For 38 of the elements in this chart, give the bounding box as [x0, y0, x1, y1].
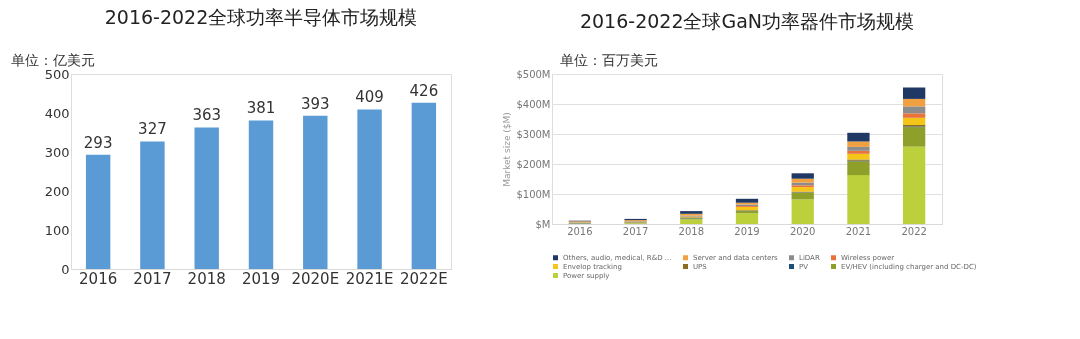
x-tick-label: 2019	[241, 269, 281, 288]
y-tick-label: 300	[44, 144, 70, 160]
data-label: 363	[192, 106, 222, 125]
x-tick-label: 2018	[187, 269, 226, 288]
y-tick-label: 400	[44, 105, 70, 121]
y-tick-label: 500	[44, 66, 70, 82]
y-tick-label: 100	[44, 222, 70, 238]
y-tick-label: $M	[535, 218, 551, 230]
x-tick-label: 2017	[133, 269, 172, 288]
x-tick-label: 2018	[678, 225, 705, 237]
data-label: 381	[246, 99, 276, 118]
x-tick-label: 2016	[79, 269, 118, 288]
y-axis-title: Market size ($M)	[502, 112, 513, 187]
x-tick-label: 2022E	[400, 269, 448, 288]
x-tick-label: 2016	[567, 225, 593, 237]
x-tick-label: 2017	[622, 225, 649, 237]
y-tick-label: 0	[61, 261, 70, 277]
data-label: 409	[355, 88, 384, 107]
x-tick-label: 2020	[789, 225, 816, 237]
chart-title: 2016-2022全球GaN功率器件市场规模	[579, 10, 915, 32]
data-label: 293	[83, 133, 113, 152]
y-tick-label: $100M	[516, 188, 551, 200]
y-tick-label: $300M	[516, 128, 551, 140]
y-tick-label: $500M	[516, 68, 551, 80]
y-tick-label: 200	[44, 183, 70, 199]
data-label: 393	[300, 94, 330, 113]
x-tick-label: 2022	[901, 225, 927, 237]
y-tick-label: $200M	[516, 158, 551, 170]
x-tick-label: 2020E	[291, 269, 340, 288]
x-tick-label: 2021	[845, 225, 872, 237]
y-tick-label: $400M	[516, 98, 551, 110]
text: 单位：百万美元	[560, 52, 658, 68]
x-tick-label: 2021E	[345, 269, 394, 288]
text: 单位：亿美元	[11, 52, 95, 68]
chart-title: 2016-2022全球功率半导体市场规模	[104, 6, 418, 28]
x-tick-label: 2019	[734, 225, 760, 237]
data-label: 327	[138, 120, 167, 139]
data-label: 426	[409, 81, 439, 100]
